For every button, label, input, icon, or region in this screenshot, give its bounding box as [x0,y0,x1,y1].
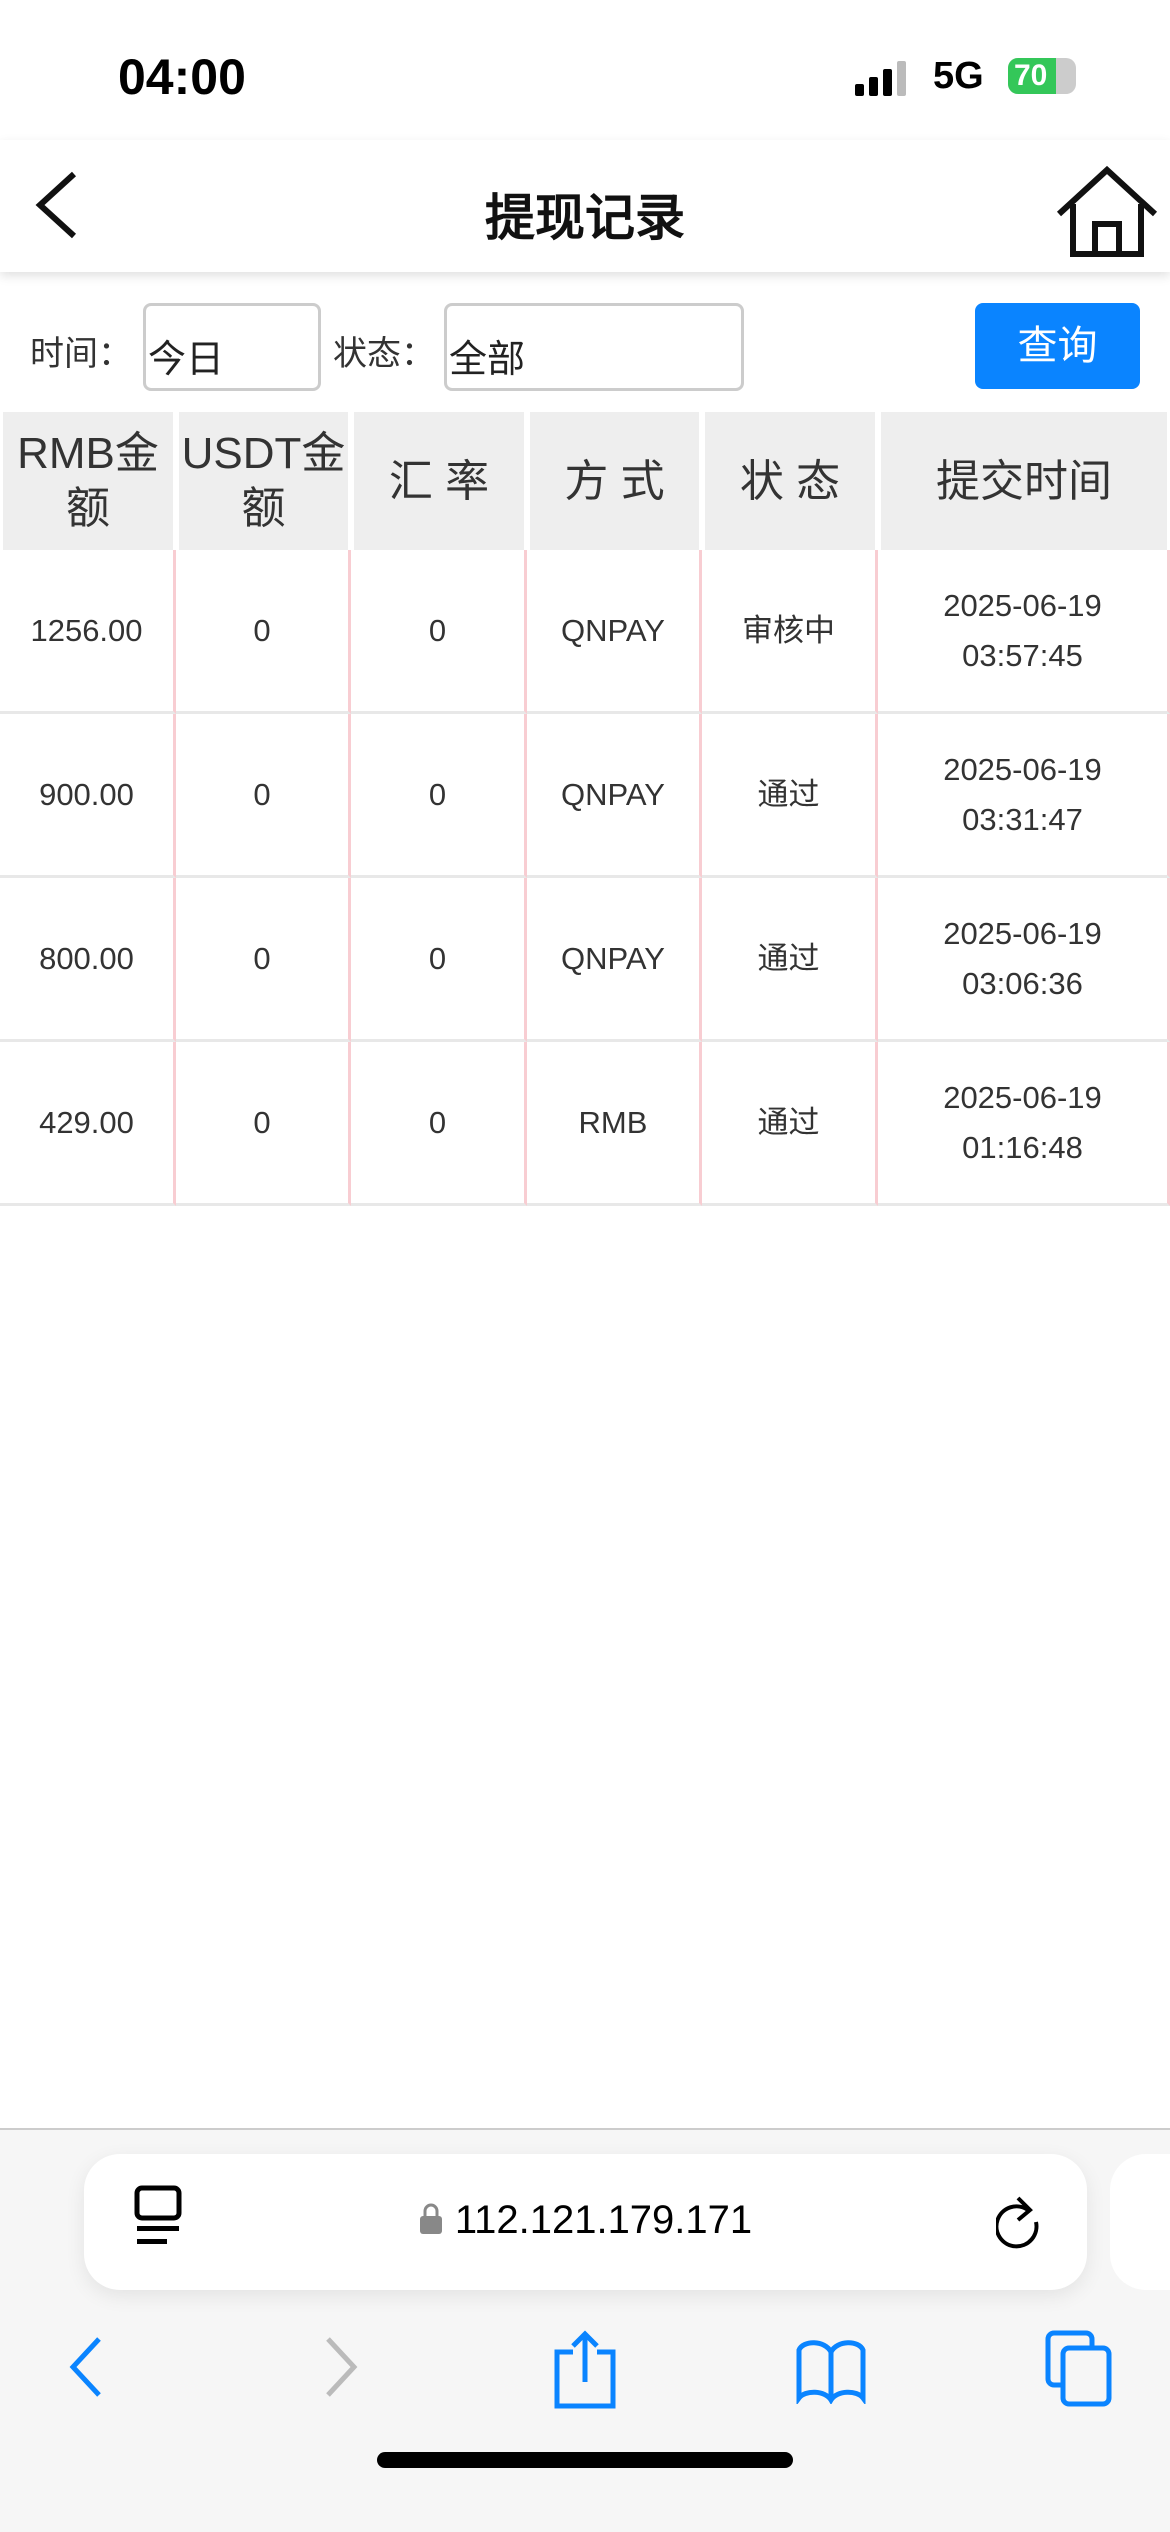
submit-clock: 03:06:36 [962,965,1083,1001]
cell-exchange-rate: 0 [351,550,527,714]
cell-submit-time: 2025-06-19 03:57:45 [878,550,1170,714]
cell-usdt-amount: 0 [176,878,351,1042]
column-header-status: 状 态 [702,412,878,550]
submit-date: 2025-06-19 [943,751,1102,787]
address-bar[interactable]: 112.121.179.171 [84,2154,1087,2290]
cell-submit-time: 2025-06-19 03:06:36 [878,878,1170,1042]
time-select[interactable]: 今日 [143,303,321,391]
status-label: 状态： [333,335,435,373]
page-title: 提现记录 [485,190,685,246]
column-header-submit-time: 提交时间 [878,412,1170,550]
network-type: 5G [933,55,984,97]
battery-percent: 70 [1014,59,1048,92]
cell-usdt-amount: 0 [176,550,351,714]
share-icon[interactable] [553,2330,617,2410]
cell-usdt-amount: 0 [176,714,351,878]
status-time: 04:00 [118,49,246,105]
submit-date: 2025-06-19 [943,1079,1102,1115]
cell-status: 通过 [702,1042,878,1206]
back-icon[interactable] [30,170,90,240]
signal-icon [855,60,906,96]
table-header-row: RMB金额 USDT金额 汇 率 方 式 状 态 提交时间 [0,412,1170,550]
forward-nav-icon[interactable] [318,2335,363,2400]
reload-icon[interactable] [996,2194,1046,2254]
cell-rmb-amount: 900.00 [0,714,176,878]
cell-exchange-rate: 0 [351,878,527,1042]
submit-date: 2025-06-19 [943,915,1102,951]
column-header-usdt: USDT金额 [176,412,351,550]
cell-rmb-amount: 800.00 [0,878,176,1042]
cell-exchange-rate: 0 [351,714,527,878]
battery-icon: 70 [1008,58,1076,94]
submit-clock: 01:16:48 [962,1129,1083,1165]
table-row: 1256.00 0 0 QNPAY 审核中 2025-06-19 03:57:45 [0,550,1170,714]
bookmarks-icon[interactable] [795,2338,867,2404]
url-text: 112.121.179.171 [454,2198,753,2242]
cell-method: RMB [527,1042,702,1206]
column-header-rate: 汇 率 [351,412,527,550]
cell-submit-time: 2025-06-19 01:16:48 [878,1042,1170,1206]
nav-header: 提现记录 [0,140,1170,272]
home-indicator [377,2452,793,2468]
table-row: 429.00 0 0 RMB 通过 2025-06-19 01:16:48 [0,1042,1170,1206]
cell-submit-time: 2025-06-19 03:31:47 [878,714,1170,878]
cell-status: 通过 [702,714,878,878]
cell-status: 审核中 [702,550,878,714]
cell-status: 通过 [702,878,878,1042]
query-button[interactable]: 查询 [975,303,1140,389]
table-row: 900.00 0 0 QNPAY 通过 2025-06-19 03:31:47 [0,714,1170,878]
home-icon[interactable] [1055,164,1160,259]
status-select[interactable]: 全部 [444,303,744,391]
cell-usdt-amount: 0 [176,1042,351,1206]
browser-toolbar: 112.121.179.171 [0,2128,1170,2532]
column-header-method: 方 式 [527,412,702,550]
withdrawal-table: RMB金额 USDT金额 汇 率 方 式 状 态 提交时间 1256.00 0 0 Q… [0,412,1170,1206]
tabs-icon[interactable] [1045,2330,1113,2408]
submit-clock: 03:57:45 [962,637,1083,673]
time-label: 时间： [30,335,132,373]
cell-exchange-rate: 0 [351,1042,527,1206]
submit-date: 2025-06-19 [943,587,1102,623]
cell-method: QNPAY [527,550,702,714]
back-nav-icon[interactable] [65,2335,110,2400]
cell-method: QNPAY [527,878,702,1042]
table-row: 800.00 0 0 QNPAY 通过 2025-06-19 03:06:36 [0,878,1170,1042]
page-menu-icon[interactable] [134,2184,184,2256]
lock-icon [419,2203,442,2234]
next-tab-preview[interactable] [1110,2154,1170,2290]
cell-rmb-amount: 1256.00 [0,550,176,714]
cell-method: QNPAY [527,714,702,878]
submit-clock: 03:31:47 [962,801,1083,837]
cell-rmb-amount: 429.00 [0,1042,176,1206]
column-header-rmb: RMB金额 [0,412,176,550]
